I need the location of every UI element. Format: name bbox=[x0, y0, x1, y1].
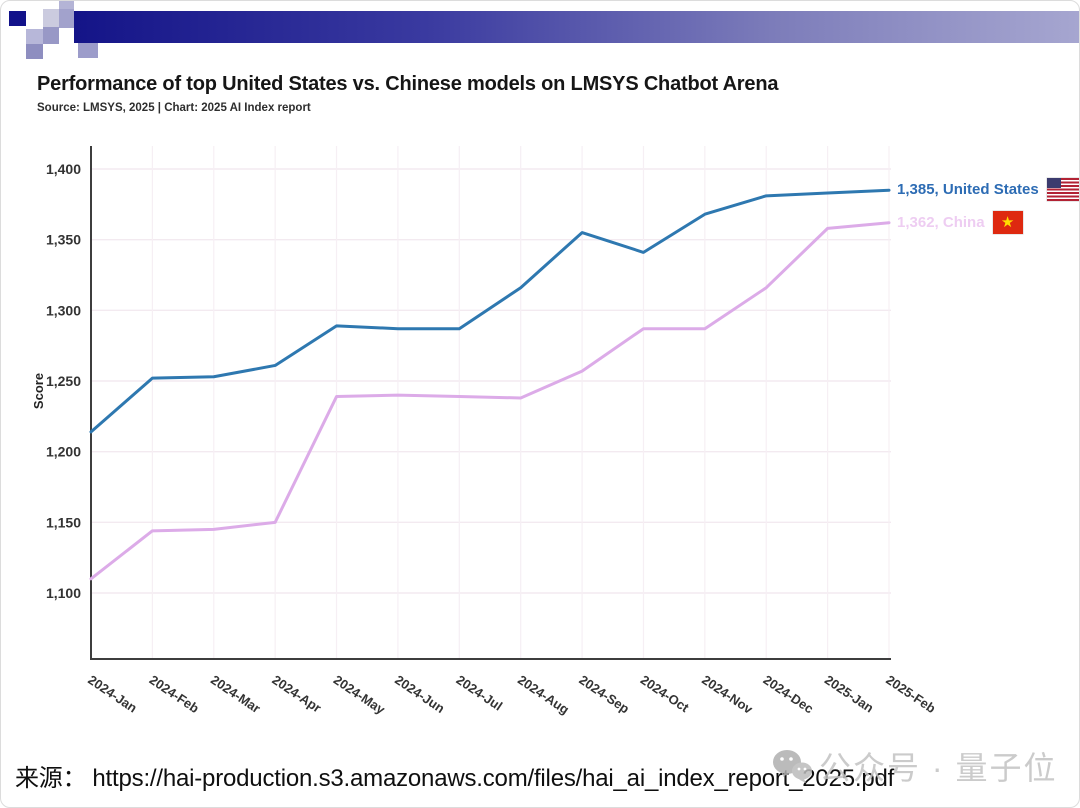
deco-square bbox=[59, 9, 74, 28]
star-icon: ★ bbox=[1000, 213, 1015, 231]
svg-text:2024-Feb: 2024-Feb bbox=[147, 672, 202, 716]
deco-square bbox=[26, 44, 43, 59]
us-flag-icon bbox=[1046, 178, 1079, 202]
deco-square bbox=[43, 9, 59, 28]
chart-subtitle: Source: LMSYS, 2025 | Chart: 2025 AI Ind… bbox=[37, 102, 311, 114]
svg-text:1,300: 1,300 bbox=[46, 302, 81, 318]
legend-china: 1,362, China ★ bbox=[897, 210, 1023, 234]
svg-text:2024-Dec: 2024-Dec bbox=[761, 672, 817, 716]
svg-text:Score: Score bbox=[31, 373, 46, 409]
svg-text:2024-Apr: 2024-Apr bbox=[269, 672, 324, 716]
legend-united-states: 1,385, United States bbox=[897, 178, 1079, 202]
watermark: 公众号 · 量子位 bbox=[771, 743, 1057, 789]
svg-text:2024-Jun: 2024-Jun bbox=[392, 672, 447, 716]
source-prefix: 来源： bbox=[15, 765, 87, 792]
deco-square bbox=[78, 43, 98, 58]
svg-text:1,250: 1,250 bbox=[46, 373, 81, 389]
svg-text:2024-Oct: 2024-Oct bbox=[638, 672, 692, 716]
svg-text:2025-Feb: 2025-Feb bbox=[883, 672, 938, 716]
svg-text:2024-Jul: 2024-Jul bbox=[454, 672, 506, 714]
svg-text:1,200: 1,200 bbox=[46, 444, 81, 460]
deco-square bbox=[43, 27, 59, 44]
svg-text:2024-Jan: 2024-Jan bbox=[85, 672, 140, 716]
svg-text:2024-May: 2024-May bbox=[331, 672, 389, 718]
svg-text:2025-Jan: 2025-Jan bbox=[822, 672, 877, 716]
us-flag-canton bbox=[1046, 178, 1062, 189]
svg-text:1,150: 1,150 bbox=[46, 514, 81, 530]
svg-text:1,400: 1,400 bbox=[46, 161, 81, 177]
svg-text:2024-Sep: 2024-Sep bbox=[576, 672, 632, 716]
deco-square bbox=[59, 1, 74, 9]
svg-text:1,350: 1,350 bbox=[46, 232, 81, 248]
svg-text:2024-Nov: 2024-Nov bbox=[699, 672, 756, 717]
deco-square bbox=[26, 29, 43, 44]
wechat-icon bbox=[773, 750, 812, 783]
china-flag-icon: ★ bbox=[992, 210, 1023, 234]
svg-text:1,100: 1,100 bbox=[46, 585, 81, 601]
deco-square bbox=[9, 11, 26, 26]
legend-cn-label: 1,362, China bbox=[897, 213, 985, 231]
svg-text:2024-Aug: 2024-Aug bbox=[515, 672, 572, 717]
chart-title: Performance of top United States vs. Chi… bbox=[37, 73, 779, 95]
gradient-bar bbox=[74, 11, 1079, 43]
top-decoration bbox=[1, 1, 1079, 61]
source-line: 来源： https://hai-production.s3.amazonaws.c… bbox=[15, 758, 894, 793]
svg-text:2024-Mar: 2024-Mar bbox=[208, 672, 263, 716]
legend-us-label: 1,385, United States bbox=[897, 181, 1039, 199]
source-url: https://hai-production.s3.amazonaws.com/… bbox=[92, 765, 895, 792]
watermark-text: 公众号 · 量子位 bbox=[819, 750, 1058, 786]
